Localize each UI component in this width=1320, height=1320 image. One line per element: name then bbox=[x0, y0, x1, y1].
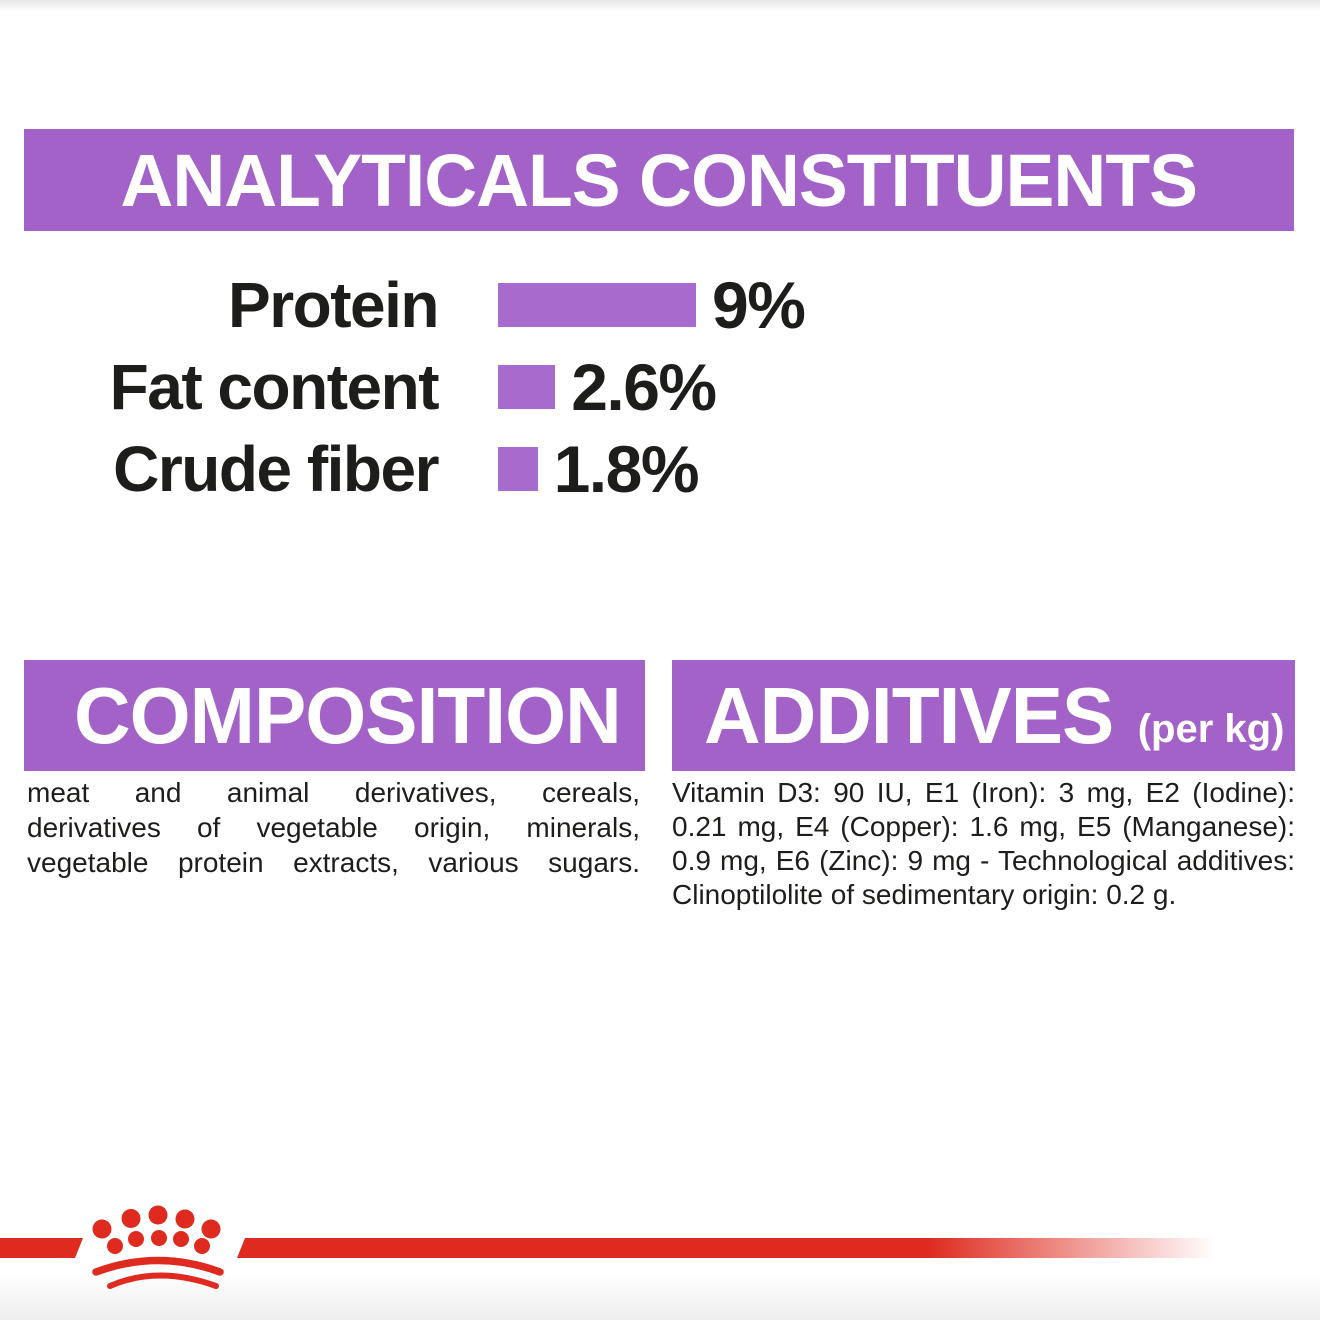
additives-unit-note: (per kg) bbox=[1137, 707, 1285, 751]
composition-text-line: derivatives of vegetable origin, mineral… bbox=[27, 812, 640, 843]
crown-upper-band bbox=[92, 1256, 224, 1276]
additives-text-line: 0.9 mg, E6 (Zinc): 9 mg - Technological … bbox=[672, 845, 1295, 876]
brand-line-left-segment bbox=[0, 1238, 83, 1258]
chart-row: Crude fiber 1.8% bbox=[0, 428, 1320, 510]
crown-lower-band bbox=[107, 1272, 219, 1289]
chart-category-label: Fat content bbox=[109, 351, 440, 423]
composition-text-line: vegetable protein extracts, various suga… bbox=[27, 847, 640, 878]
chart-row: Protein 9% bbox=[0, 264, 1320, 346]
additives-text: Vitamin D3: 90 IU, E1 (Iron): 3 mg, E2 (… bbox=[672, 777, 1295, 913]
analyticals-chart: Protein 9% Fat content 2.6% Crude fiber … bbox=[0, 264, 1320, 510]
chart-row: Fat content 2.6% bbox=[0, 346, 1320, 428]
chart-bar bbox=[498, 365, 556, 409]
additives-text-line: Clinoptilolite of sedimentary origin: 0.… bbox=[672, 879, 1177, 910]
composition-title: COMPOSITION bbox=[74, 670, 622, 760]
chart-bar bbox=[498, 283, 696, 327]
chart-value-label: 2.6% bbox=[571, 350, 717, 424]
brand-line-right-segment bbox=[237, 1238, 1225, 1258]
bottom-vignette bbox=[0, 1274, 1320, 1320]
royal-canin-crown-logo bbox=[92, 1205, 224, 1289]
additives-header: ADDITIVES (per kg) bbox=[672, 660, 1295, 771]
additives-text-line: Vitamin D3: 90 IU, E1 (Iron): 3 mg, E2 (… bbox=[672, 777, 1295, 808]
analyticals-banner: ANALYTICALS CONSTITUENTS bbox=[24, 129, 1294, 231]
additives-title: ADDITIVES bbox=[704, 670, 1114, 760]
chart-value-label: 1.8% bbox=[553, 432, 700, 506]
top-vignette bbox=[0, 0, 1320, 12]
chart-category-label: Crude fiber bbox=[113, 433, 439, 505]
chart-value-label: 9% bbox=[712, 268, 806, 342]
composition-header: COMPOSITION bbox=[24, 660, 645, 771]
composition-text-line: meat and animal derivatives, cereals, bbox=[27, 777, 640, 808]
chart-category-label: Protein bbox=[228, 269, 439, 341]
chart-bar bbox=[498, 447, 538, 491]
additives-text-line: 0.21 mg, E4 (Copper): 1.6 mg, E5 (Mangan… bbox=[672, 811, 1295, 842]
analyticals-title: ANALYTICALS CONSTITUENTS bbox=[120, 138, 1199, 222]
composition-text: meat and animal derivatives, cereals, de… bbox=[27, 777, 640, 882]
